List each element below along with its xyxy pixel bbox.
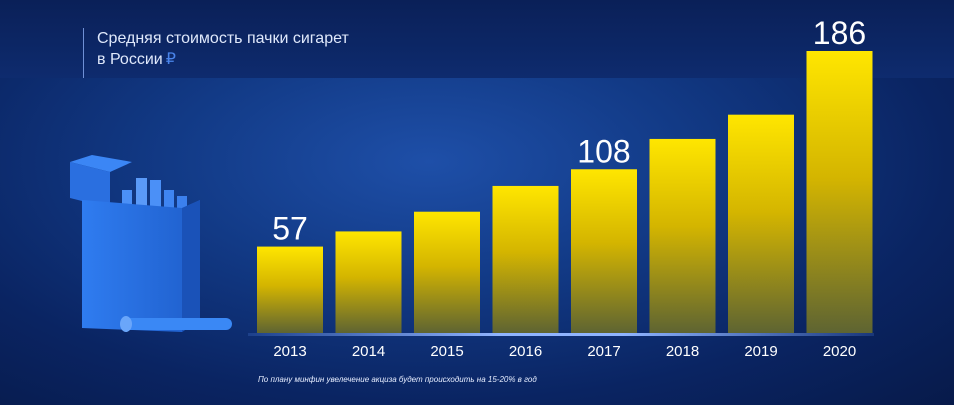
bar-2013: [257, 246, 323, 333]
bar-2017: [571, 169, 637, 333]
ruble-sign: ₽: [165, 51, 176, 68]
bar-2019: [728, 114, 794, 333]
bar-2016: [492, 185, 559, 333]
bar-2018: [649, 138, 716, 333]
header-band: [0, 0, 954, 78]
value-label-2017: 108: [577, 133, 630, 169]
tick-label-2016: 2016: [509, 343, 542, 360]
tick-label-2013: 2013: [273, 343, 306, 360]
tick-label-2015: 2015: [430, 343, 463, 360]
bar-2015: [414, 211, 480, 333]
value-label-2013: 57: [272, 211, 308, 247]
tick-label-2014: 2014: [352, 343, 385, 360]
bar-2014: [335, 231, 402, 333]
tick-label-2017: 2017: [587, 343, 620, 360]
value-label-2020: 186: [813, 15, 866, 51]
cigarette-pack-icon: [70, 155, 232, 332]
footnote: По плану минфин увелечение акциза будет …: [258, 375, 537, 384]
tick-label-2018: 2018: [666, 343, 699, 360]
bar-2020: [806, 51, 873, 333]
chart-title: Средняя стоимость пачки сигарет в России…: [97, 30, 349, 68]
title-block: Средняя стоимость пачки сигарет в России…: [83, 28, 397, 78]
tick-label-2019: 2019: [744, 343, 777, 360]
x-axis-baseline: [248, 333, 874, 336]
tick-label-2020: 2020: [823, 343, 856, 360]
